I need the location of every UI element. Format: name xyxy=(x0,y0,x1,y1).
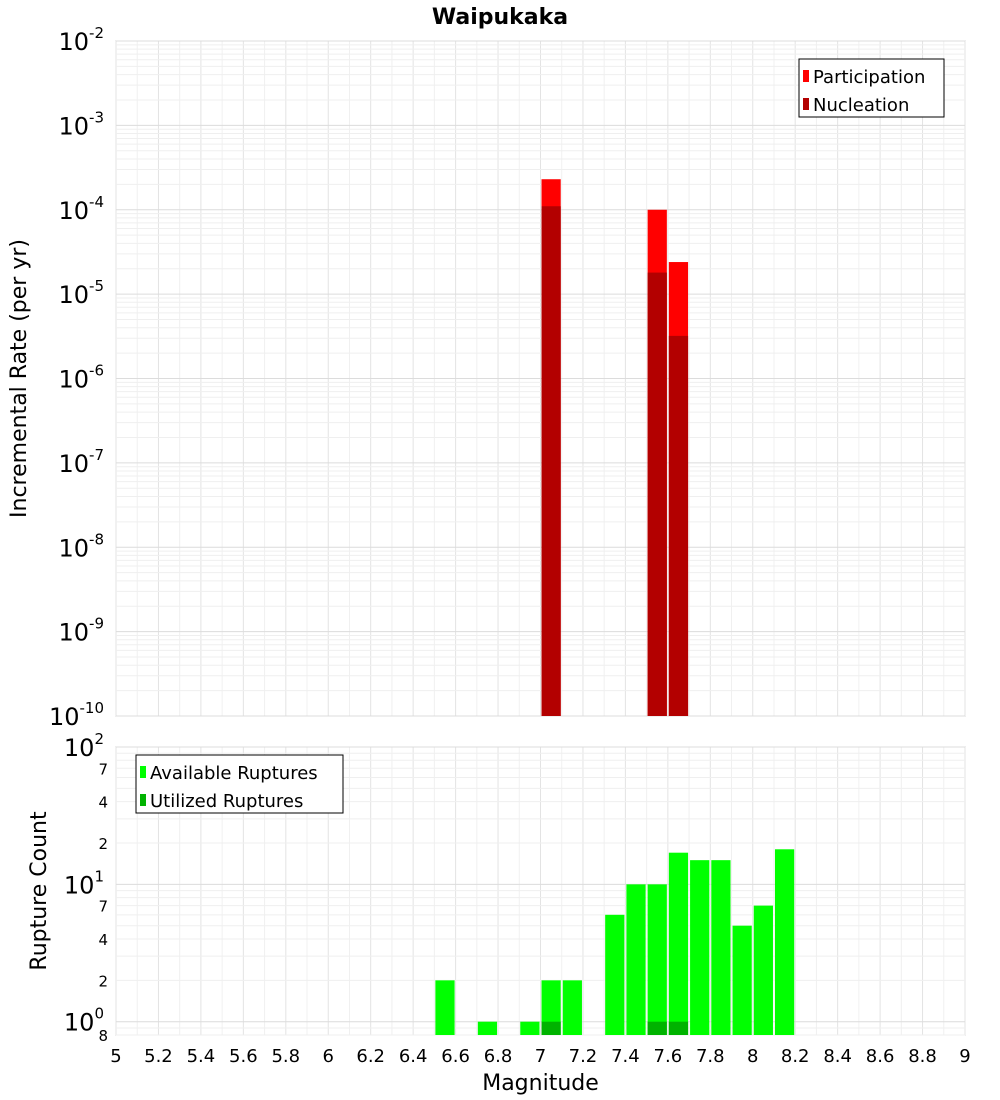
x-tick-label: 6.4 xyxy=(399,1046,428,1067)
bar-available-ruptures xyxy=(520,1021,540,1035)
bar-available-ruptures xyxy=(541,980,561,1035)
bar-available-ruptures xyxy=(435,980,455,1035)
x-tick-label: 6.6 xyxy=(441,1046,470,1067)
x-tick-label: 5.6 xyxy=(229,1046,258,1067)
bottom-y-tick-labels: 102 101 100 7 4 2 7 4 2 8 xyxy=(64,730,108,1045)
y-tick-label: 10-3 xyxy=(58,108,104,140)
top-gridlines xyxy=(115,40,966,717)
bar-utilized-ruptures xyxy=(541,1021,561,1035)
legend-swatch xyxy=(140,766,146,778)
bottom-legend: Available Ruptures Utilized Ruptures xyxy=(135,754,344,814)
bar-available-ruptures xyxy=(711,860,731,1035)
chart-title: Waipukaka xyxy=(432,5,568,30)
legend-entry: Nucleation xyxy=(813,95,909,116)
y-tick-label: 10-6 xyxy=(58,362,104,394)
bar-available-ruptures xyxy=(647,884,667,1035)
y-tick-label: 10-5 xyxy=(58,277,104,309)
y-minor-tick-label: 8 xyxy=(98,1027,108,1045)
y-minor-tick-label: 7 xyxy=(98,760,108,778)
x-tick-label: 5 xyxy=(110,1046,121,1067)
x-tick-label: 9 xyxy=(959,1046,970,1067)
x-tick-label: 7.6 xyxy=(654,1046,683,1067)
legend-box xyxy=(135,754,344,814)
bar-available-ruptures xyxy=(605,914,625,1035)
x-tick-label: 7.8 xyxy=(696,1046,725,1067)
x-tick-label: 7.2 xyxy=(569,1046,598,1067)
bar-nucleation xyxy=(647,272,667,716)
bar-available-ruptures xyxy=(626,884,646,1035)
bar-available-ruptures xyxy=(753,905,773,1035)
legend-swatch xyxy=(803,70,809,82)
bottom-y-axis-label: Rupture Count xyxy=(27,811,52,971)
x-tick-label: 7 xyxy=(535,1046,546,1067)
legend-entry: Utilized Ruptures xyxy=(150,791,303,812)
y-minor-tick-label: 4 xyxy=(98,794,108,812)
bar-utilized-ruptures xyxy=(647,1021,667,1035)
x-tick-label: 6.2 xyxy=(356,1046,385,1067)
top-legend: Participation Nucleation xyxy=(798,58,945,118)
x-axis-label: Magnitude xyxy=(482,1071,599,1096)
top-bars xyxy=(541,179,689,716)
bar-available-ruptures xyxy=(477,1021,498,1035)
top-y-tick-labels: 10-2 10-3 10-4 10-5 10-6 10-7 10-8 10-9 10-10 xyxy=(49,24,104,731)
x-tick-label: 8.8 xyxy=(908,1046,937,1067)
x-tick-labels: 5 5.2 5.4 5.6 5.8 6 6.2 6.4 6.6 6.8 7 7.2 7.4 7.6 7.8 8… xyxy=(110,1046,970,1067)
y-minor-tick-label: 7 xyxy=(98,898,108,916)
bar-available-ruptures xyxy=(690,860,710,1035)
top-y-axis-label: Incremental Rate (per yr) xyxy=(7,239,32,518)
x-tick-label: 7.4 xyxy=(611,1046,640,1067)
x-tick-label: 8.6 xyxy=(866,1046,895,1067)
y-minor-tick-label: 4 xyxy=(98,931,108,949)
bottom-bars xyxy=(435,849,795,1035)
x-tick-label: 6.8 xyxy=(484,1046,513,1067)
bar-available-ruptures xyxy=(668,852,689,1035)
y-tick-label: 10-4 xyxy=(58,193,104,225)
legend-entry: Available Ruptures xyxy=(150,763,318,784)
x-tick-label: 5.4 xyxy=(187,1046,216,1067)
y-tick-label: 10-2 xyxy=(58,24,104,56)
bar-available-ruptures xyxy=(774,849,795,1035)
bar-available-ruptures xyxy=(562,980,582,1035)
x-tick-label: 5.2 xyxy=(144,1046,173,1067)
y-tick-label: 10-10 xyxy=(49,699,104,731)
bar-available-ruptures xyxy=(732,925,752,1035)
bar-nucleation xyxy=(668,335,689,716)
x-tick-label: 6 xyxy=(323,1046,334,1067)
legend-box xyxy=(798,58,945,118)
x-tick-label: 5.8 xyxy=(271,1046,300,1067)
x-tick-label: 8 xyxy=(747,1046,758,1067)
legend-entry: Participation xyxy=(813,67,925,88)
legend-swatch xyxy=(803,98,809,110)
y-tick-label: 102 xyxy=(64,730,104,762)
y-tick-label: 101 xyxy=(64,867,104,899)
y-tick-label: 100 xyxy=(64,1005,104,1037)
bottom-plot: 102 101 100 7 4 2 7 4 2 8 5 5.2 5.4 5.6 5.8 6 6.2 6.4 6.6… xyxy=(27,730,971,1096)
y-tick-label: 10-8 xyxy=(58,530,104,562)
y-minor-tick-label: 2 xyxy=(98,972,108,990)
bar-utilized-ruptures xyxy=(668,1021,689,1035)
x-tick-label: 8.2 xyxy=(781,1046,810,1067)
y-tick-label: 10-9 xyxy=(58,615,104,647)
y-minor-tick-label: 2 xyxy=(98,835,108,853)
top-plot: 10-2 10-3 10-4 10-5 10-6 10-7 10-8 10-9 10-10 In… xyxy=(7,24,966,731)
x-tick-label: 8.4 xyxy=(823,1046,852,1067)
bar-nucleation xyxy=(541,206,561,716)
y-tick-label: 10-7 xyxy=(58,446,104,478)
legend-swatch xyxy=(140,794,146,806)
